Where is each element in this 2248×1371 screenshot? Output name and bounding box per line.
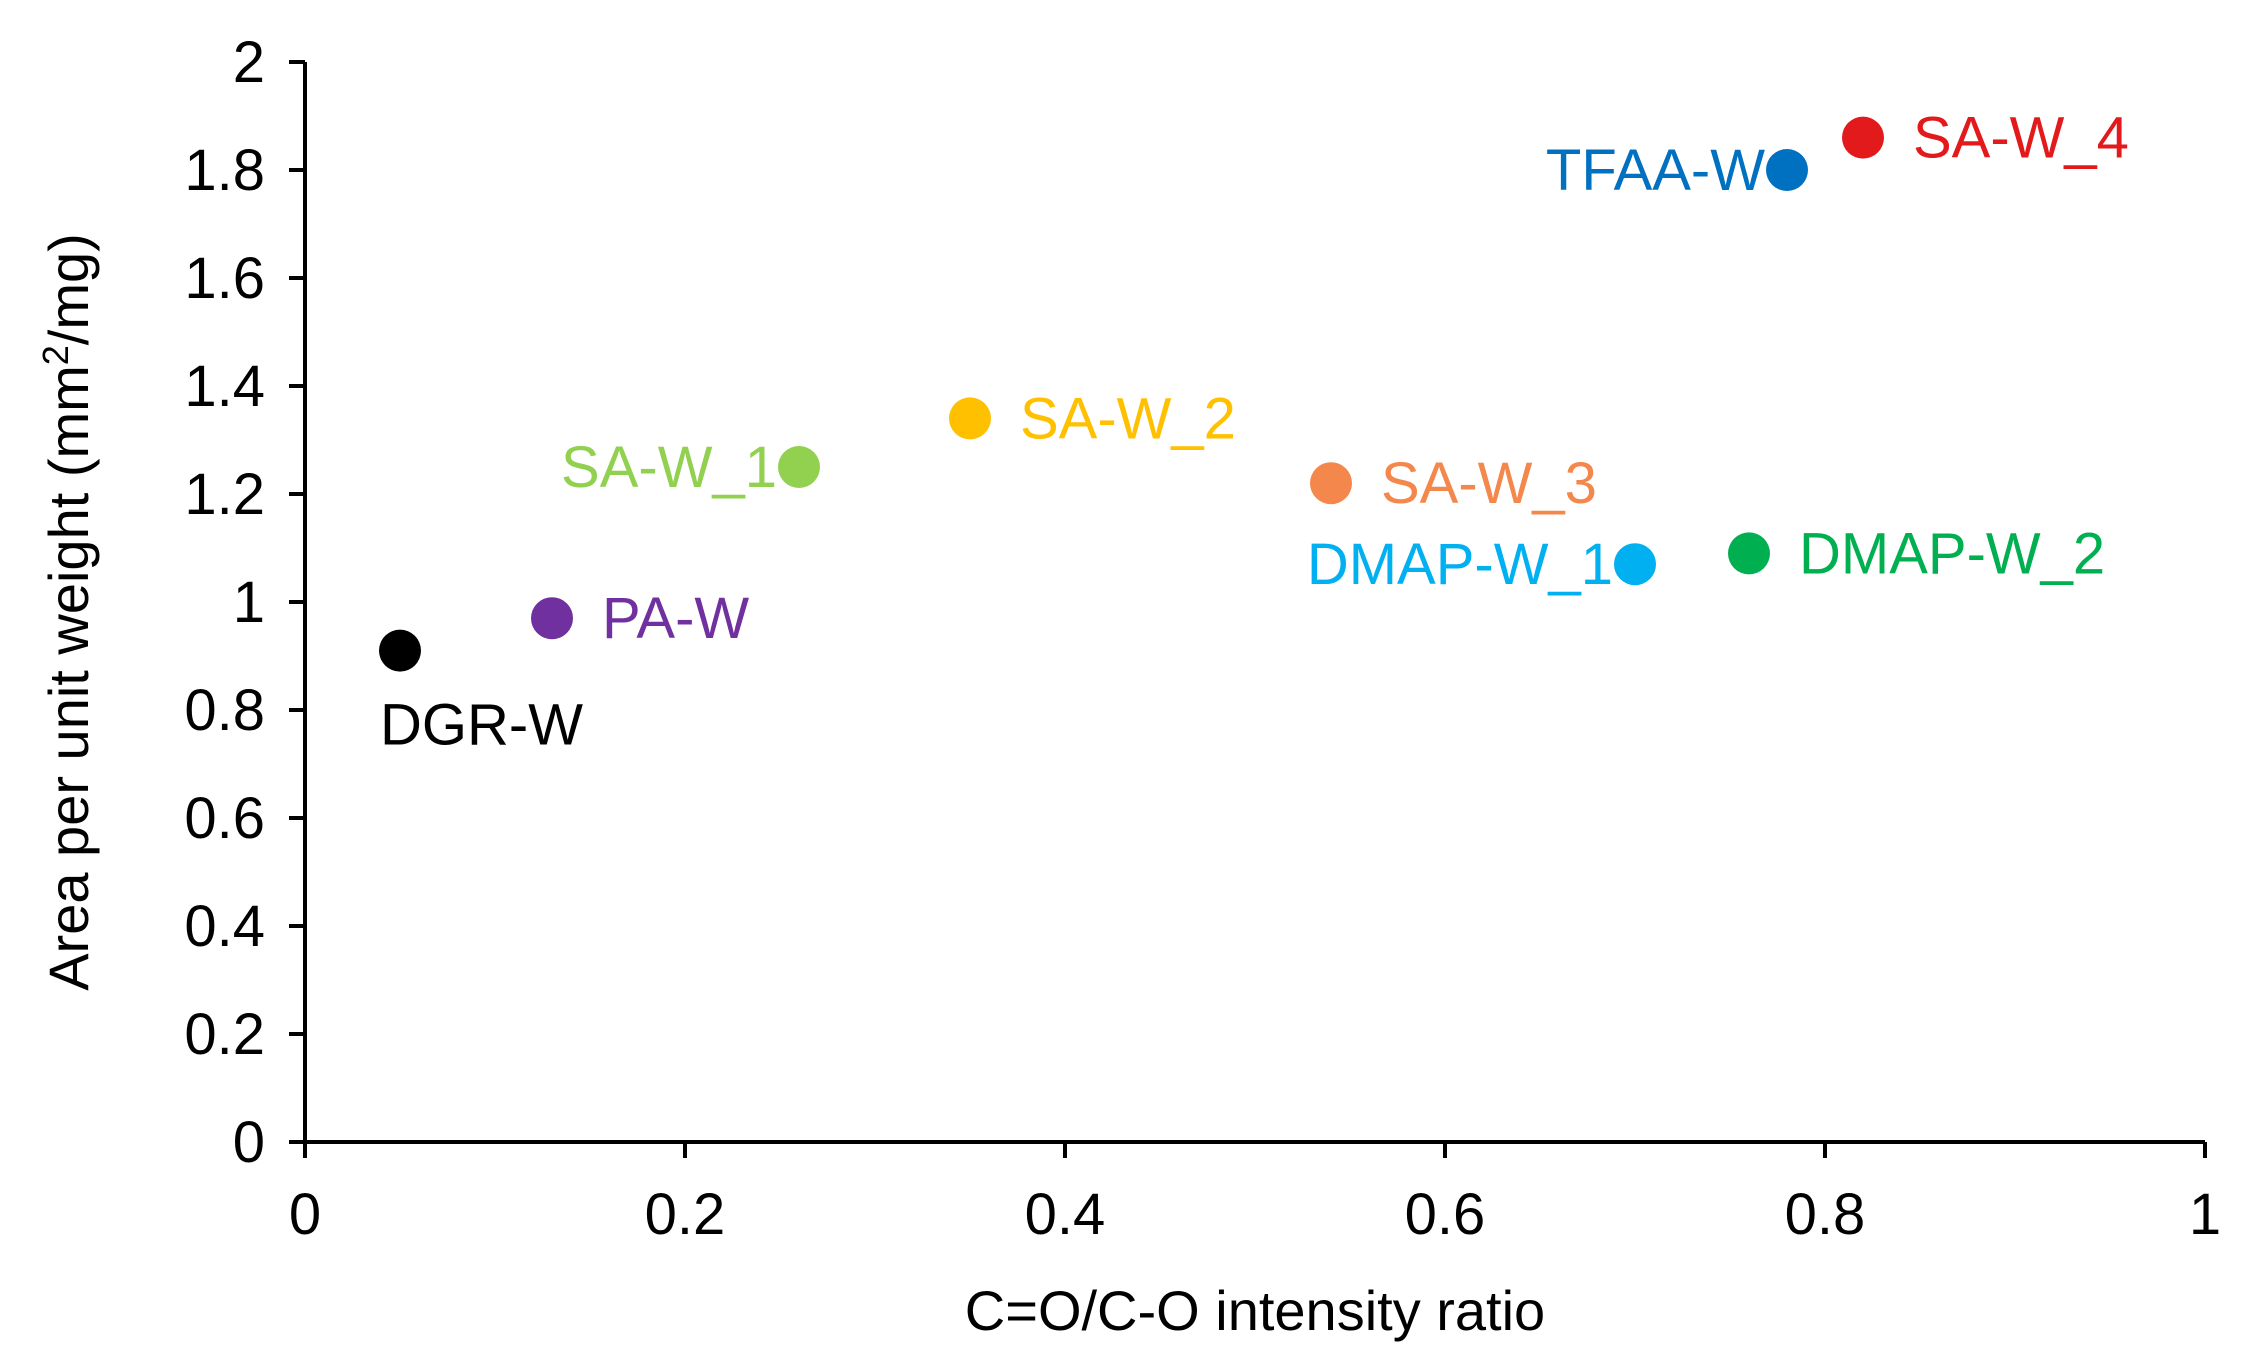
data-point-label: TFAA-W bbox=[1546, 138, 1765, 203]
data-point-label: SA-W_2 bbox=[1020, 386, 1236, 451]
y-tick-label: 2 bbox=[233, 30, 265, 95]
data-point bbox=[1614, 543, 1656, 586]
x-tick-label: 0.8 bbox=[1785, 1182, 1866, 1247]
y-tick-label: 1.2 bbox=[184, 462, 265, 527]
y-tick-label: 0.2 bbox=[184, 1002, 265, 1067]
y-axis-title-part: Area per unit weight (mm bbox=[37, 365, 100, 991]
y-tick-label: 1.4 bbox=[184, 354, 265, 419]
data-point-label: DGR-W bbox=[380, 693, 583, 758]
y-tick-label: 0.4 bbox=[184, 894, 265, 959]
data-point-label: PA-W bbox=[602, 586, 749, 651]
y-tick-label: 1.6 bbox=[184, 246, 265, 311]
data-point-label: SA-W_4 bbox=[1913, 106, 2129, 171]
x-ticks: 0 0.2 0.4 0.6 0.8 1 bbox=[289, 1142, 2221, 1247]
data-point bbox=[531, 597, 573, 640]
x-tick-label: 0.2 bbox=[645, 1182, 726, 1247]
x-axis-title: C=O/C-O intensity ratio bbox=[965, 1279, 1545, 1342]
y-tick-label: 1.8 bbox=[184, 138, 265, 203]
y-ticks: 0 0.2 0.4 0.6 0.8 1 1.2 1.4 1.6 1.8 2 bbox=[184, 30, 305, 1175]
data-point bbox=[379, 629, 421, 672]
y-tick-label: 0 bbox=[233, 1110, 265, 1175]
data-point bbox=[949, 397, 991, 440]
data-point bbox=[1842, 116, 1884, 159]
y-axis-title-part: /mg) bbox=[37, 233, 100, 345]
x-tick-label: 0.6 bbox=[1405, 1182, 1486, 1247]
data-point bbox=[1728, 532, 1770, 575]
y-tick-label: 0.6 bbox=[184, 786, 265, 851]
axes: 0 0.2 0.4 0.6 0.8 1 0 0.2 0.4 0.6 0.8 1 1.2 1.4 1.6 1.… bbox=[184, 30, 2221, 1247]
data-points: DGR-W PA-W SA-W_1 SA-W_2 SA-W_3 DMAP-W_1 DMAP-… bbox=[379, 106, 2129, 758]
data-point bbox=[778, 446, 820, 488]
x-tick-label: 1 bbox=[2189, 1182, 2221, 1247]
data-point-label: DMAP-W_1 bbox=[1307, 532, 1613, 597]
x-tick-label: 0.4 bbox=[1025, 1182, 1106, 1247]
x-tick-label: 0 bbox=[289, 1182, 321, 1247]
y-tick-label: 0.8 bbox=[184, 678, 265, 743]
data-point-label: SA-W_1 bbox=[561, 435, 777, 500]
data-point bbox=[1766, 149, 1808, 191]
data-point bbox=[1310, 462, 1352, 505]
y-tick-label: 1 bbox=[233, 570, 265, 635]
y-axis-title-superscript: 2 bbox=[35, 345, 76, 365]
data-point-label: SA-W_3 bbox=[1381, 451, 1597, 516]
y-axis-title: Area per unit weight (mm2/mg) bbox=[35, 233, 101, 991]
data-point-label: DMAP-W_2 bbox=[1799, 521, 2105, 586]
